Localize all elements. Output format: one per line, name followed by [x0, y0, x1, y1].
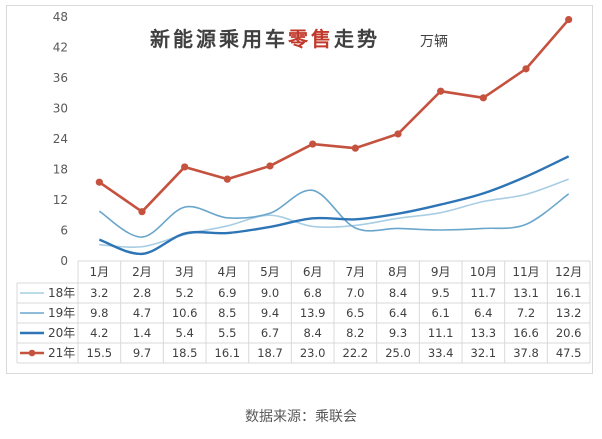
data-label: 5.4	[176, 326, 194, 340]
data-label: 9.0	[261, 286, 279, 300]
data-point	[437, 87, 445, 95]
x-tick-label: 7月	[346, 265, 366, 279]
data-label: 11.1	[428, 326, 454, 340]
legend-label: 20年	[48, 326, 75, 340]
y-tick-label: 30	[53, 102, 68, 116]
data-label: 15.5	[87, 346, 113, 360]
x-tick-label: 3月	[175, 265, 195, 279]
data-label: 6.8	[304, 286, 322, 300]
series-line	[98, 155, 570, 256]
data-label: 8.2	[346, 326, 364, 340]
legend-label: 18年	[48, 286, 75, 300]
data-point	[181, 163, 189, 171]
legend-label: 21年	[48, 346, 75, 360]
y-tick-label: 18	[53, 163, 68, 177]
chart-frame	[6, 5, 593, 374]
chart-title-part: 零售	[287, 27, 334, 51]
data-label: 8.4	[389, 286, 407, 300]
data-label: 6.4	[389, 306, 407, 320]
data-point	[223, 175, 231, 183]
data-label: 23.0	[300, 346, 326, 360]
data-label: 32.1	[471, 346, 497, 360]
x-tick-label: 4月	[218, 265, 238, 279]
data-label: 18.7	[257, 346, 283, 360]
data-label: 7.2	[517, 306, 535, 320]
data-label: 9.7	[133, 346, 151, 360]
chart-title-part: 走势	[334, 27, 380, 51]
source-note: 数据来源：乘联会	[245, 409, 357, 425]
data-label: 37.8	[513, 346, 539, 360]
chart: 0 6 12 18 24 30 36 42 48 新能源乘用车零售走势 万辆 1月 2月 3月 4月 5月 6月…	[6, 5, 593, 374]
data-point	[138, 208, 146, 216]
data-label: 8.4	[304, 326, 322, 340]
data-label: 9.3	[389, 326, 407, 340]
x-tick-label: 5月	[260, 265, 280, 279]
data-label: 6.9	[218, 286, 236, 300]
data-label: 5.2	[176, 286, 194, 300]
data-point	[95, 178, 103, 186]
data-point	[309, 140, 317, 148]
data-label: 13.1	[513, 286, 539, 300]
y-tick-label: 48	[53, 10, 68, 24]
data-label: 3.2	[90, 286, 108, 300]
data-label: 11.7	[471, 286, 497, 300]
data-label: 16.1	[556, 286, 582, 300]
data-label: 9.4	[261, 306, 279, 320]
y-tick-label: 24	[53, 132, 68, 146]
data-label: 7.0	[346, 286, 364, 300]
legend-marker	[28, 349, 36, 357]
data-point	[266, 162, 274, 170]
x-tick-label: 6月	[303, 265, 323, 279]
chart-title: 新能源乘用车零售走势	[150, 27, 380, 51]
y-tick-label: 0	[60, 254, 68, 268]
data-label: 9.5	[432, 286, 450, 300]
x-tick-label: 11月	[512, 265, 539, 279]
data-label: 18.5	[172, 346, 198, 360]
y-tick-label: 12	[53, 193, 68, 207]
data-label: 9.8	[90, 306, 108, 320]
chart-unit: 万辆	[420, 34, 448, 50]
data-label: 5.5	[218, 326, 236, 340]
x-tick-label: 8月	[388, 265, 408, 279]
series-line	[98, 18, 570, 213]
data-label: 1.4	[133, 326, 151, 340]
y-tick-label: 6	[60, 224, 68, 238]
data-label: 20.6	[556, 326, 582, 340]
data-label: 8.5	[218, 306, 236, 320]
data-label: 13.3	[471, 326, 497, 340]
data-label: 33.4	[428, 346, 454, 360]
x-tick-label: 2月	[132, 265, 152, 279]
data-point	[351, 144, 359, 152]
data-label: 4.2	[90, 326, 108, 340]
x-tick-label: 12月	[555, 265, 582, 279]
data-label: 13.9	[300, 306, 326, 320]
data-label: 6.5	[346, 306, 364, 320]
y-tick-label: 36	[53, 71, 68, 85]
data-label: 25.0	[385, 346, 411, 360]
data-point	[394, 130, 402, 138]
series-line	[98, 189, 570, 238]
data-label: 47.5	[556, 346, 582, 360]
y-tick-label: 42	[53, 41, 68, 55]
data-label: 6.1	[432, 306, 450, 320]
series-line	[99, 178, 569, 249]
data-label: 6.4	[474, 306, 492, 320]
data-label: 16.6	[513, 326, 539, 340]
x-tick-label: 9月	[431, 265, 451, 279]
data-label: 6.7	[261, 326, 279, 340]
data-label: 13.2	[556, 306, 582, 320]
x-tick-label: 1月	[90, 265, 110, 279]
data-point	[479, 94, 487, 102]
legend-label: 19年	[48, 306, 75, 320]
data-point	[565, 15, 573, 24]
data-label: 4.7	[133, 306, 151, 320]
chart-title-part: 新能源乘用车	[150, 27, 288, 51]
x-tick-label: 10月	[470, 265, 497, 279]
data-point	[522, 65, 530, 73]
data-label: 22.2	[343, 346, 369, 360]
data-label: 10.6	[172, 306, 198, 320]
data-label: 2.8	[133, 286, 151, 300]
data-label: 16.1	[215, 346, 241, 360]
